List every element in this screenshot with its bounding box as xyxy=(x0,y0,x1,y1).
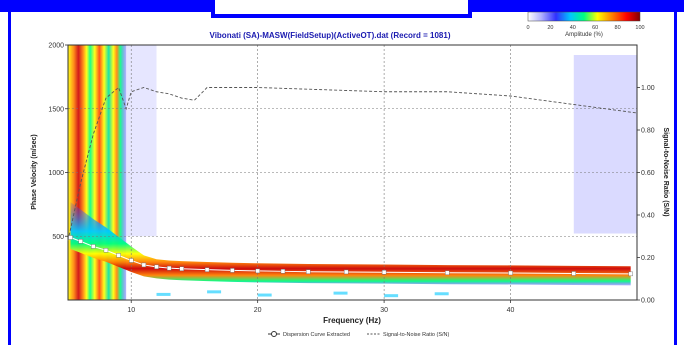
heatmap-noise-blip xyxy=(384,294,399,298)
top-bar-left xyxy=(0,0,215,12)
colorbar-tick-label: 0 xyxy=(526,25,529,31)
y-tick-label: 1000 xyxy=(48,170,64,177)
dispersion-point xyxy=(571,271,576,276)
dispersion-point xyxy=(103,248,109,253)
chart-title: Vibonati (SA)-MASW(FieldSetup)(ActiveOT)… xyxy=(210,31,451,40)
dispersion-point xyxy=(508,270,513,276)
legend: Dispersion Curve Extracted Signal-to-Noi… xyxy=(268,331,449,338)
dispersion-point xyxy=(445,270,450,275)
dispersion-point xyxy=(343,269,349,275)
x-tick-label: 30 xyxy=(380,307,388,314)
heatmap-noise-blip xyxy=(333,291,348,295)
x-axis-ticks: 10 20 30 40 xyxy=(127,300,515,314)
dispersion-point xyxy=(91,244,96,249)
dispersion-point xyxy=(154,264,159,270)
dispersion-point xyxy=(141,262,147,268)
y-axis-ticks: 500 1000 1500 2000 xyxy=(48,43,68,241)
y2-tick-label: 1.00 xyxy=(641,85,655,92)
y2-tick-label: 0.80 xyxy=(641,128,655,135)
frame-notch-bottom xyxy=(211,14,472,18)
legend-item-dispersion: Dispersion Curve Extracted xyxy=(268,331,350,338)
legend-label-sn: Signal-to-Noise Ratio (S/N) xyxy=(383,332,449,338)
heatmap-noise-blip xyxy=(257,293,272,297)
frame-right-edge xyxy=(674,12,677,345)
y-tick-label: 500 xyxy=(52,234,64,241)
legend-label-dispersion: Dispersion Curve Extracted xyxy=(283,332,350,338)
dispersion-marker-icon xyxy=(271,331,277,337)
y-tick-label: 2000 xyxy=(48,43,64,50)
dispersion-point xyxy=(628,271,633,277)
heatmap-haze-right xyxy=(573,55,637,234)
dispersion-point xyxy=(68,235,73,240)
dispersion-point xyxy=(381,270,387,275)
x-tick-label: 40 xyxy=(507,307,515,314)
colorbar: 0 20 40 60 80 100 Amplitude (%) xyxy=(526,11,645,38)
colorbar-label: Amplitude (%) xyxy=(565,32,603,38)
series-signal-to-noise xyxy=(67,86,638,241)
heatmap-haze xyxy=(126,45,157,237)
heatmap-noise-blip xyxy=(156,292,171,296)
plot-area xyxy=(67,44,638,301)
series-dispersion-curve xyxy=(68,235,633,277)
colorbar-tick-label: 40 xyxy=(570,25,576,31)
dispersion-point xyxy=(166,265,172,271)
dispersion-point xyxy=(306,269,311,274)
y2-tick-label: 0.40 xyxy=(641,213,655,220)
y-axis-label: Phase Velocity (m/sec) xyxy=(31,134,38,209)
colorbar-tick-label: 80 xyxy=(615,25,621,31)
dispersion-point xyxy=(230,268,235,273)
y2-tick-label: 0.00 xyxy=(641,298,655,305)
y-tick-label: 1500 xyxy=(48,106,64,113)
x-tick-label: 20 xyxy=(254,307,262,314)
dispersion-point xyxy=(255,268,260,274)
colorbar-tick-label: 60 xyxy=(592,25,598,31)
heatmap-noise-blip xyxy=(434,292,449,296)
frame-left-edge xyxy=(8,12,11,345)
dispersion-point xyxy=(116,253,121,258)
frame-notch-right xyxy=(468,0,472,18)
heatmap-dispersion-ridge xyxy=(70,202,631,286)
y2-tick-label: 0.60 xyxy=(641,170,655,177)
dispersion-point xyxy=(78,239,83,244)
signal-to-noise-line xyxy=(67,86,638,241)
frame-notch-left xyxy=(211,0,215,18)
x-tick-label: 10 xyxy=(127,307,135,314)
y2-axis-ticks: 0.00 0.20 0.40 0.60 0.80 1.00 xyxy=(637,85,655,305)
colorbar-ticks: 0 20 40 60 80 100 xyxy=(526,25,644,31)
dispersion-point xyxy=(129,258,134,263)
x-axis-label: Frequency (Hz) xyxy=(323,316,381,325)
y2-tick-label: 0.20 xyxy=(641,255,655,262)
heatmap-noise-blip xyxy=(207,290,222,294)
y2-axis-label: Signal-to-Noise Ratio (S/N) xyxy=(662,127,669,216)
colorbar-gradient xyxy=(527,11,641,22)
colorbar-tick-label: 100 xyxy=(635,25,644,31)
colorbar-tick-label: 20 xyxy=(547,25,553,31)
dispersion-point xyxy=(204,267,210,272)
top-bar-right xyxy=(468,0,684,12)
legend-item-sn: Signal-to-Noise Ratio (S/N) xyxy=(367,332,449,338)
dispersion-point xyxy=(179,266,185,271)
dispersion-point xyxy=(280,269,286,274)
